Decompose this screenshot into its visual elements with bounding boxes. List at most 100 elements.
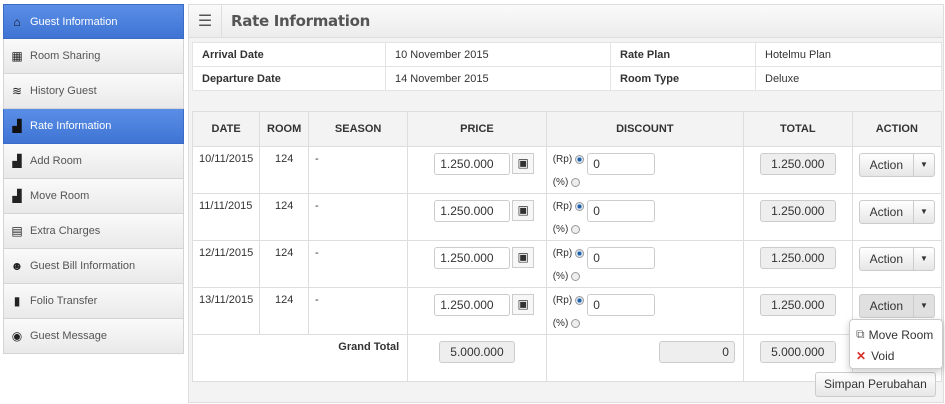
menu-item-move-room[interactable]: ⧉ Move Room xyxy=(856,327,934,342)
percent-label: (%) xyxy=(552,224,569,235)
table-row: 13/11/2015 124 - 1.250.000 ▣ (Rp) 0 (%) 1.… xyxy=(191,287,943,335)
caret-down-icon[interactable]: ▼ xyxy=(920,160,928,169)
sidebar-item-move-room[interactable]: ▟ Move Room xyxy=(3,179,184,214)
discount-input[interactable]: 0 xyxy=(587,294,656,316)
discount-input[interactable]: 0 xyxy=(587,200,656,222)
arrival-date-label: Arrival Date xyxy=(192,42,386,67)
col-price: PRICE xyxy=(407,111,547,147)
sidebar-item-rate-information[interactable]: ▟ Rate Information xyxy=(3,109,184,144)
col-room: ROOM xyxy=(259,111,310,147)
col-action: ACTION xyxy=(851,111,943,147)
rp-radio[interactable] xyxy=(575,295,585,305)
season-cell: - xyxy=(308,146,409,194)
discount-input[interactable]: 0 xyxy=(587,247,656,269)
room-cell: 124 xyxy=(259,146,310,194)
rp-radio[interactable] xyxy=(575,201,585,211)
date-cell: 13/11/2015 xyxy=(191,287,261,335)
arrival-date-value: 10 November 2015 xyxy=(385,42,611,67)
users-icon: ☻ xyxy=(10,259,24,273)
sidebar-item-guest-bill-information[interactable]: ☻ Guest Bill Information xyxy=(3,249,184,284)
table-row: 10/11/2015 124 - 1.250.000 ▣ (Rp) 0 (%) 1.… xyxy=(191,146,943,194)
col-date: DATE xyxy=(191,111,261,147)
book-icon: ▮ xyxy=(13,294,21,308)
percent-radio[interactable] xyxy=(571,318,581,328)
percent-label: (%) xyxy=(552,177,569,188)
sidebar-item-room-sharing[interactable]: ▦ Room Sharing xyxy=(3,39,184,74)
menu-item-void[interactable]: ✕ Void xyxy=(856,348,895,363)
sidebar-item-guest-message[interactable]: ◉ Guest Message xyxy=(3,319,184,354)
list-icon[interactable]: ☰ xyxy=(189,4,222,38)
x-icon: ✕ xyxy=(856,348,867,363)
rp-label: (Rp) xyxy=(552,201,573,212)
grid-icon: ▦ xyxy=(11,49,23,63)
rate-plan-label: Rate Plan xyxy=(610,42,756,67)
calculator-icon[interactable]: ▣ xyxy=(512,247,535,268)
total-field: 1.250.000 xyxy=(759,153,836,175)
grand-total-field: 5.000.000 xyxy=(759,341,836,363)
percent-radio[interactable] xyxy=(571,224,581,234)
calculator-icon[interactable]: ▣ xyxy=(512,153,535,174)
caret-down-icon[interactable]: ▼ xyxy=(920,301,928,310)
sidebar-item-extra-charges[interactable]: ▤ Extra Charges xyxy=(3,214,184,249)
room-type-label: Room Type xyxy=(610,66,756,91)
discount-input[interactable]: 0 xyxy=(587,153,656,175)
action-button-group[interactable]: Action ▼ xyxy=(858,153,935,177)
percent-label: (%) xyxy=(552,271,569,282)
rp-radio[interactable] xyxy=(575,154,585,164)
room-cell: 124 xyxy=(259,240,310,288)
rate-plan-value: Hotelmu Plan xyxy=(755,42,942,67)
table-row: 12/11/2015 124 - 1.250.000 ▣ (Rp) 0 (%) 1.… xyxy=(191,240,943,288)
price-input[interactable]: 1.250.000 xyxy=(434,200,511,222)
sidebar-item-add-room[interactable]: ▟ Add Room xyxy=(3,144,184,179)
gamepad-icon: ◉ xyxy=(11,329,23,343)
col-season: SEASON xyxy=(308,111,409,147)
price-input[interactable]: 1.250.000 xyxy=(434,247,511,269)
save-changes-button[interactable]: Simpan Perubahan xyxy=(815,372,936,397)
col-total: TOTAL xyxy=(742,111,853,147)
calculator-icon[interactable]: ▣ xyxy=(512,200,535,221)
price-input[interactable]: 1.250.000 xyxy=(434,153,511,175)
caret-down-icon[interactable]: ▼ xyxy=(920,207,928,216)
action-button-group[interactable]: Action ▼ xyxy=(858,200,935,224)
action-button[interactable]: Action xyxy=(860,295,914,317)
total-field: 1.250.000 xyxy=(759,294,836,316)
date-cell: 12/11/2015 xyxy=(191,240,261,288)
sidebar-item-history-guest[interactable]: ≋ History Guest xyxy=(3,74,184,109)
sidebar: ⌂ Guest Information ▦ Room Sharing ≋ Histor… xyxy=(3,4,184,354)
rp-label: (Rp) xyxy=(552,248,573,259)
action-button[interactable]: Action xyxy=(860,248,914,270)
price-input[interactable]: 1.250.000 xyxy=(434,294,511,316)
date-cell: 10/11/2015 xyxy=(191,146,261,194)
total-field: 1.250.000 xyxy=(759,200,836,222)
percent-radio[interactable] xyxy=(571,177,581,187)
chart-icon: ▟ xyxy=(12,119,22,133)
home-icon: ⌂ xyxy=(13,14,21,29)
rp-label: (Rp) xyxy=(552,295,573,306)
percent-label: (%) xyxy=(552,318,569,329)
room-cell: 124 xyxy=(259,287,310,335)
col-discount: DISCOUNT xyxy=(545,111,744,147)
move-icon: ⧉ xyxy=(856,327,865,341)
main-panel: ☰ Rate Information Arrival Date 10 Novemb… xyxy=(188,4,944,403)
percent-radio[interactable] xyxy=(571,271,581,281)
caret-down-icon[interactable]: ▼ xyxy=(920,254,928,263)
action-button[interactable]: Action xyxy=(860,154,914,176)
sidebar-item-guest-information[interactable]: ⌂ Guest Information xyxy=(3,4,184,39)
rate-table: DATE ROOM SEASON PRICE DISCOUNT TOTAL AC… xyxy=(191,111,943,382)
sidebar-item-folio-transfer[interactable]: ▮ Folio Transfer xyxy=(3,284,184,319)
rp-radio[interactable] xyxy=(575,248,585,258)
season-cell: - xyxy=(308,193,409,241)
table-row: 11/11/2015 124 - 1.250.000 ▣ (Rp) 0 (%) 1.… xyxy=(191,193,943,241)
chart-icon: ▟ xyxy=(12,154,22,168)
action-button[interactable]: Action xyxy=(860,201,914,223)
action-button-group[interactable]: Action ▼ xyxy=(858,247,935,271)
action-button-group[interactable]: Action ▼ xyxy=(858,294,935,318)
room-type-value: Deluxe xyxy=(755,66,942,91)
total-field: 1.250.000 xyxy=(759,247,836,269)
departure-date-value: 14 November 2015 xyxy=(385,66,611,91)
room-cell: 124 xyxy=(259,193,310,241)
document-icon: ▤ xyxy=(11,224,23,238)
calculator-icon[interactable]: ▣ xyxy=(512,294,535,315)
reservation-info-table: Arrival Date 10 November 2015 Rate Plan Hot… xyxy=(192,42,942,91)
grand-discount-field: 0 xyxy=(658,341,735,363)
